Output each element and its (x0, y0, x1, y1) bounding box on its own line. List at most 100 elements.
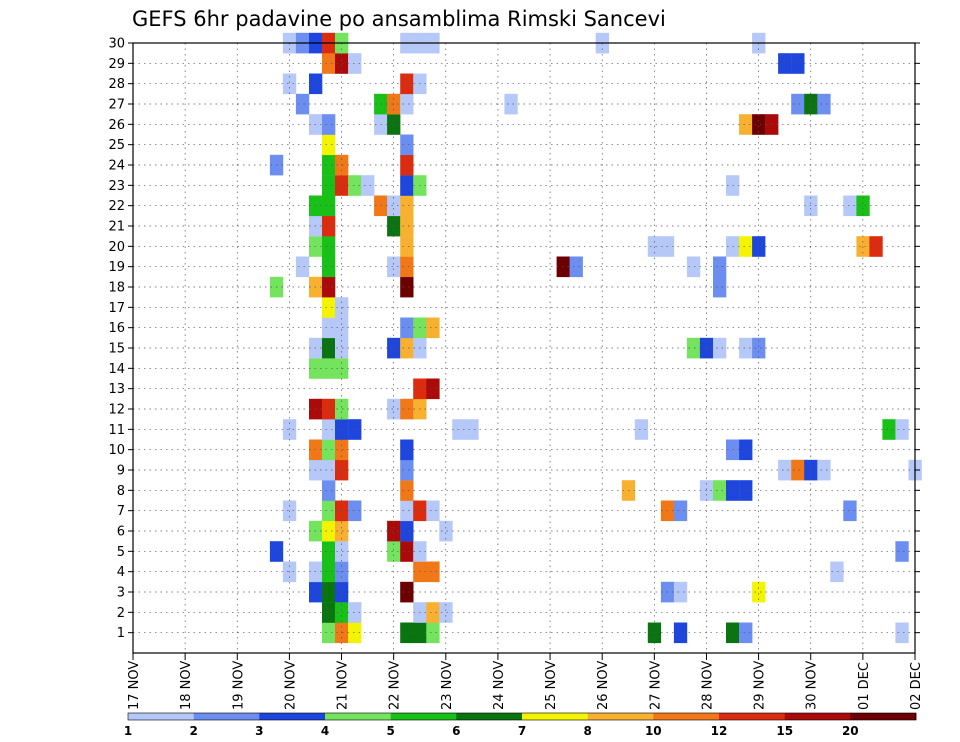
y-tick-label: 28 (108, 77, 125, 92)
colorbar-label: 2 (190, 724, 198, 738)
colorbar-segment (850, 713, 917, 720)
y-tick-label: 19 (108, 260, 125, 275)
heatmap-cell (400, 317, 414, 339)
heatmap-cell (426, 317, 440, 339)
heatmap-cell (322, 439, 336, 461)
heatmap-cell (400, 195, 414, 217)
y-tick-label: 4 (117, 565, 125, 580)
heatmap-cell (752, 114, 766, 135)
heatmap-cell (322, 215, 336, 237)
x-tick-label: 25 NOV (544, 661, 559, 710)
y-tick-label: 5 (117, 545, 125, 560)
heatmap-cell (400, 541, 414, 562)
heatmap-cell (335, 175, 349, 196)
heatmap-cell (322, 358, 336, 379)
heatmap-cell (778, 53, 792, 74)
heatmap-cell (791, 53, 805, 74)
y-axis: 1234567891011121314151617181920212223242… (108, 37, 920, 641)
heatmap-cell (282, 73, 297, 95)
colorbar-label: 1 (124, 724, 132, 738)
y-tick-label: 22 (108, 199, 125, 214)
heatmap-cell (322, 541, 336, 562)
heatmap-cell (387, 195, 401, 217)
heatmap-cell (322, 175, 336, 196)
y-tick-label: 24 (108, 159, 125, 174)
colorbar-label: 15 (776, 724, 793, 738)
colorbar-label: 20 (842, 724, 859, 738)
heatmap-cell (504, 93, 518, 115)
heatmap-cell (387, 337, 401, 359)
heatmap-cell (817, 93, 831, 115)
y-tick-label: 6 (117, 525, 125, 540)
heatmap-cell (400, 93, 414, 115)
y-tick-label: 8 (117, 484, 125, 499)
chart-title: GEFS 6hr padavine po ansamblima Rimski S… (132, 7, 666, 31)
heatmap-cell (843, 500, 857, 522)
heatmap-cell (856, 195, 870, 217)
y-tick-label: 17 (108, 301, 125, 316)
heatmap-cell (400, 236, 414, 257)
heatmap-cell (739, 337, 753, 359)
colorbar-label: 10 (645, 724, 662, 738)
x-tick-label: 17 NOV (127, 661, 142, 710)
heatmap-cell (686, 256, 701, 278)
heatmap-cell (348, 500, 362, 522)
y-tick-label: 7 (117, 504, 125, 519)
heatmap-cell (400, 256, 414, 278)
heatmap-cell (400, 215, 414, 237)
y-tick-label: 11 (108, 423, 125, 438)
x-tick-label: 20 NOV (283, 661, 298, 710)
x-tick-label: 26 NOV (596, 661, 611, 710)
y-tick-label: 14 (108, 362, 125, 377)
x-tick-label: 22 NOV (388, 661, 403, 710)
heatmap-cell (426, 602, 440, 623)
heatmap-cell (387, 114, 401, 135)
heatmap-cell (322, 236, 336, 257)
heatmap-cell (322, 602, 336, 623)
heatmap-cell (387, 541, 401, 562)
heatmap-cell (335, 439, 349, 461)
heatmap-cell (335, 53, 349, 74)
heatmap-cell (322, 398, 336, 420)
heatmap-cell (465, 419, 479, 440)
heatmap-cell (322, 53, 336, 74)
y-tick-label: 18 (108, 281, 125, 296)
y-tick-label: 9 (117, 464, 125, 479)
heatmap-cell (426, 378, 440, 400)
heatmap-cell (335, 337, 349, 359)
heatmap-cell (322, 317, 336, 339)
heatmap-cell (348, 419, 362, 440)
heatmap-cell (348, 622, 362, 644)
colorbar-segment (193, 713, 260, 720)
heatmap-cell (387, 398, 401, 420)
colorbar-segment (784, 713, 851, 720)
y-tick-label: 21 (108, 220, 125, 235)
x-tick-label: 24 NOV (492, 661, 507, 710)
y-tick-label: 12 (108, 403, 125, 418)
x-tick-label: 27 NOV (648, 661, 663, 710)
heatmap-cell (322, 419, 336, 440)
heatmap-cell (673, 500, 688, 522)
x-tick-label: 02 DEC (909, 662, 924, 710)
heatmap-cell (295, 93, 310, 115)
colorbar-label: 3 (255, 724, 263, 738)
heatmap-cell (348, 175, 362, 196)
colorbar-segment (719, 713, 786, 720)
heatmap-cell (400, 500, 414, 522)
heatmap-cell (387, 215, 401, 237)
colorbar-label: 12 (711, 724, 728, 738)
heatmap-cell (348, 602, 362, 623)
heatmap-cell (699, 480, 714, 501)
colorbar-border (127, 712, 917, 721)
heatmap-cell (322, 561, 336, 583)
heatmap-cell (699, 337, 714, 359)
heatmap-cell (322, 337, 336, 359)
heatmap-cell (400, 154, 414, 176)
heatmap-cell (400, 175, 414, 196)
heatmap-cell (713, 276, 727, 298)
y-tick-label: 15 (108, 342, 125, 357)
heatmap-cell (713, 480, 727, 501)
heatmap-cell (895, 622, 909, 644)
heatmap-cell (335, 581, 349, 603)
heatmap-cell (713, 337, 727, 359)
